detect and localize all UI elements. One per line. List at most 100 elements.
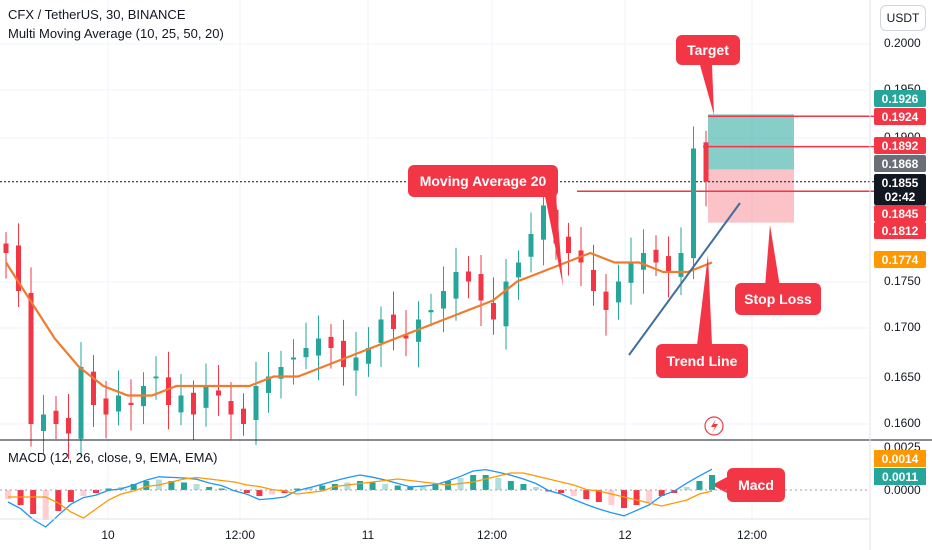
candle-body [216, 390, 221, 396]
price-tick: 0.1700 [884, 320, 921, 334]
candle-body [316, 338, 321, 356]
macd-histogram-bar [382, 484, 389, 490]
macd-histogram-bar [30, 490, 37, 514]
macd-histogram-bar [558, 490, 565, 493]
candle-body [28, 292, 34, 424]
candle-body [603, 291, 609, 310]
candle-body [466, 271, 471, 282]
candle-body [203, 386, 209, 408]
macd-histogram-bar [507, 481, 514, 490]
macd-histogram-bar [621, 490, 627, 508]
candle-body [403, 335, 409, 339]
candle-body [566, 236, 571, 253]
candle-body [366, 348, 371, 364]
candle-body [191, 392, 196, 415]
candle-body [503, 281, 509, 327]
candle-body [66, 417, 71, 434]
candle-body [228, 401, 234, 415]
trend-line-drawing [628, 202, 741, 356]
price-label: 0.1774 [874, 251, 926, 268]
macd-value-label: 0.0011 [874, 468, 926, 485]
macd-histogram-bar [357, 481, 363, 490]
candle-body [78, 367, 84, 439]
position-zones [708, 114, 794, 223]
candle-body [253, 386, 259, 420]
stop-zone [708, 169, 794, 223]
macd-histogram-bar [344, 482, 351, 490]
time-tick: 12:00 [224, 528, 256, 542]
ma-pointer [545, 196, 563, 286]
moving-average-line [5, 251, 713, 397]
candle-body [703, 142, 709, 182]
stop-pointer [765, 225, 780, 287]
stop-loss-callout: Stop Loss [735, 283, 821, 315]
candle-body [691, 148, 696, 259]
price-label: 0.1926 [874, 90, 926, 107]
macd-histogram-bar [583, 490, 590, 499]
symbol-title: CFX / TetherUS, 30, BINANCE [8, 7, 186, 22]
macd-callout: Macd [727, 468, 785, 502]
target-pointer [700, 65, 714, 115]
macd-pointer [712, 477, 727, 493]
moving-average-callout: Moving Average 20 [408, 165, 558, 197]
candle-body [241, 408, 246, 424]
macd-histogram-bar [319, 485, 326, 490]
price-tick: 0.1650 [884, 370, 921, 384]
time-tick: 12:00 [476, 528, 508, 542]
macd-histogram-bar [570, 490, 577, 496]
macd-histogram-bar [407, 487, 414, 490]
time-tick: 10 [101, 528, 115, 542]
macd-histogram-bar [633, 490, 640, 505]
macd-pane [0, 468, 870, 528]
candle-body [391, 314, 396, 329]
macd-histogram-bar [696, 481, 703, 490]
trend-line [628, 202, 741, 356]
macd-histogram-bar [181, 482, 187, 490]
macd-histogram-bar [419, 485, 426, 490]
time-tick: 12 [618, 528, 632, 542]
candle-body [153, 376, 159, 379]
macd-histogram-bar [206, 487, 213, 490]
macd-histogram-bar [394, 485, 401, 490]
candle-body [266, 376, 271, 393]
macd-histogram-bar [218, 488, 225, 490]
candle-body [616, 281, 621, 303]
macd-histogram-bar [93, 490, 99, 493]
candle-body [541, 205, 546, 240]
candle-body [116, 395, 121, 412]
price-tick: 0.1600 [884, 416, 921, 430]
macd-histogram-bar [55, 490, 62, 511]
candle-body [303, 348, 309, 358]
macd-histogram-bar [306, 487, 313, 490]
trend-pointer [697, 255, 712, 345]
candle-body [178, 395, 184, 413]
candle-body [628, 262, 634, 283]
candle-body [3, 243, 9, 253]
macd-histogram-bar [432, 484, 439, 490]
price-label: 0.1845 [874, 205, 926, 222]
macd-histogram-bar [80, 490, 87, 496]
price-label: 0.1855 [874, 174, 926, 191]
currency-button[interactable]: USDT [880, 5, 926, 31]
candle-body [478, 274, 484, 301]
price-label: 02:42 [874, 188, 926, 205]
target-zone [708, 114, 794, 170]
macd-histogram-bar [105, 488, 112, 490]
macd-value-label: 0.0014 [874, 450, 926, 467]
macd-histogram-bar [42, 490, 49, 520]
candle-body [678, 253, 684, 277]
candle-body [666, 256, 671, 272]
macd-histogram-bar [608, 490, 615, 505]
macd-line [7, 468, 713, 528]
candle-body [166, 377, 171, 405]
target-callout: Target [676, 35, 740, 65]
macd-tick: 0.0000 [884, 483, 921, 497]
candle-body [128, 402, 134, 405]
time-tick: 12:00 [736, 528, 768, 542]
macd-title: MACD (12, 26, close, 9, EMA, EMA) [8, 450, 218, 465]
time-tick: 11 [361, 528, 375, 542]
macd-histogram-bar [683, 487, 690, 490]
candle-body [491, 302, 496, 320]
